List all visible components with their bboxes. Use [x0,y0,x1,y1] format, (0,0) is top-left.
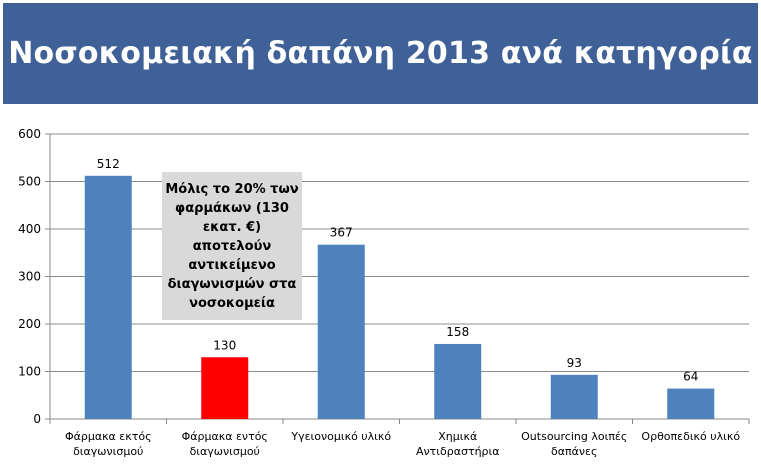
x-tick-label: Φάρμακα εντός διαγωνισμού [182,430,268,458]
x-tick-label: Ορθοπεδικό υλικό [641,430,740,443]
x-tick-label: Outsourcing λοιπές δαπάνες [521,430,627,458]
page-title: Νοσοκομειακή δαπάνη 2013 ανά κατηγορία [8,36,753,71]
y-tick-label: 400 [18,222,41,236]
bar [84,175,132,419]
y-tick-label: 200 [18,317,41,331]
y-tick-label: 100 [18,365,41,379]
data-label: 130 [213,338,236,352]
data-label: 64 [683,370,698,384]
y-tick-label: 600 [18,127,41,141]
bar [667,388,715,419]
data-label: 93 [567,356,582,370]
title-banner: Νοσοκομειακή δαπάνη 2013 ανά κατηγορία [3,3,758,104]
data-label: 367 [330,226,353,240]
bar [550,374,598,419]
bar [201,357,249,419]
bar [317,244,365,419]
x-tick-label: Φάρμακα εκτός διαγωνισμού [65,430,152,458]
annotation-box: Μόλις το 20% των φαρμάκων (130 εκατ. €) … [162,172,302,320]
data-label: 512 [97,157,120,171]
y-tick-label: 500 [18,175,41,189]
y-tick-label: 0 [33,412,41,426]
y-tick-label: 300 [18,270,41,284]
x-tick-label: Υγειονομικό υλικό [290,430,391,443]
bar [434,343,482,419]
x-tick-label: Χημικά Αντιδραστήρια [416,430,500,458]
data-label: 158 [446,325,469,339]
